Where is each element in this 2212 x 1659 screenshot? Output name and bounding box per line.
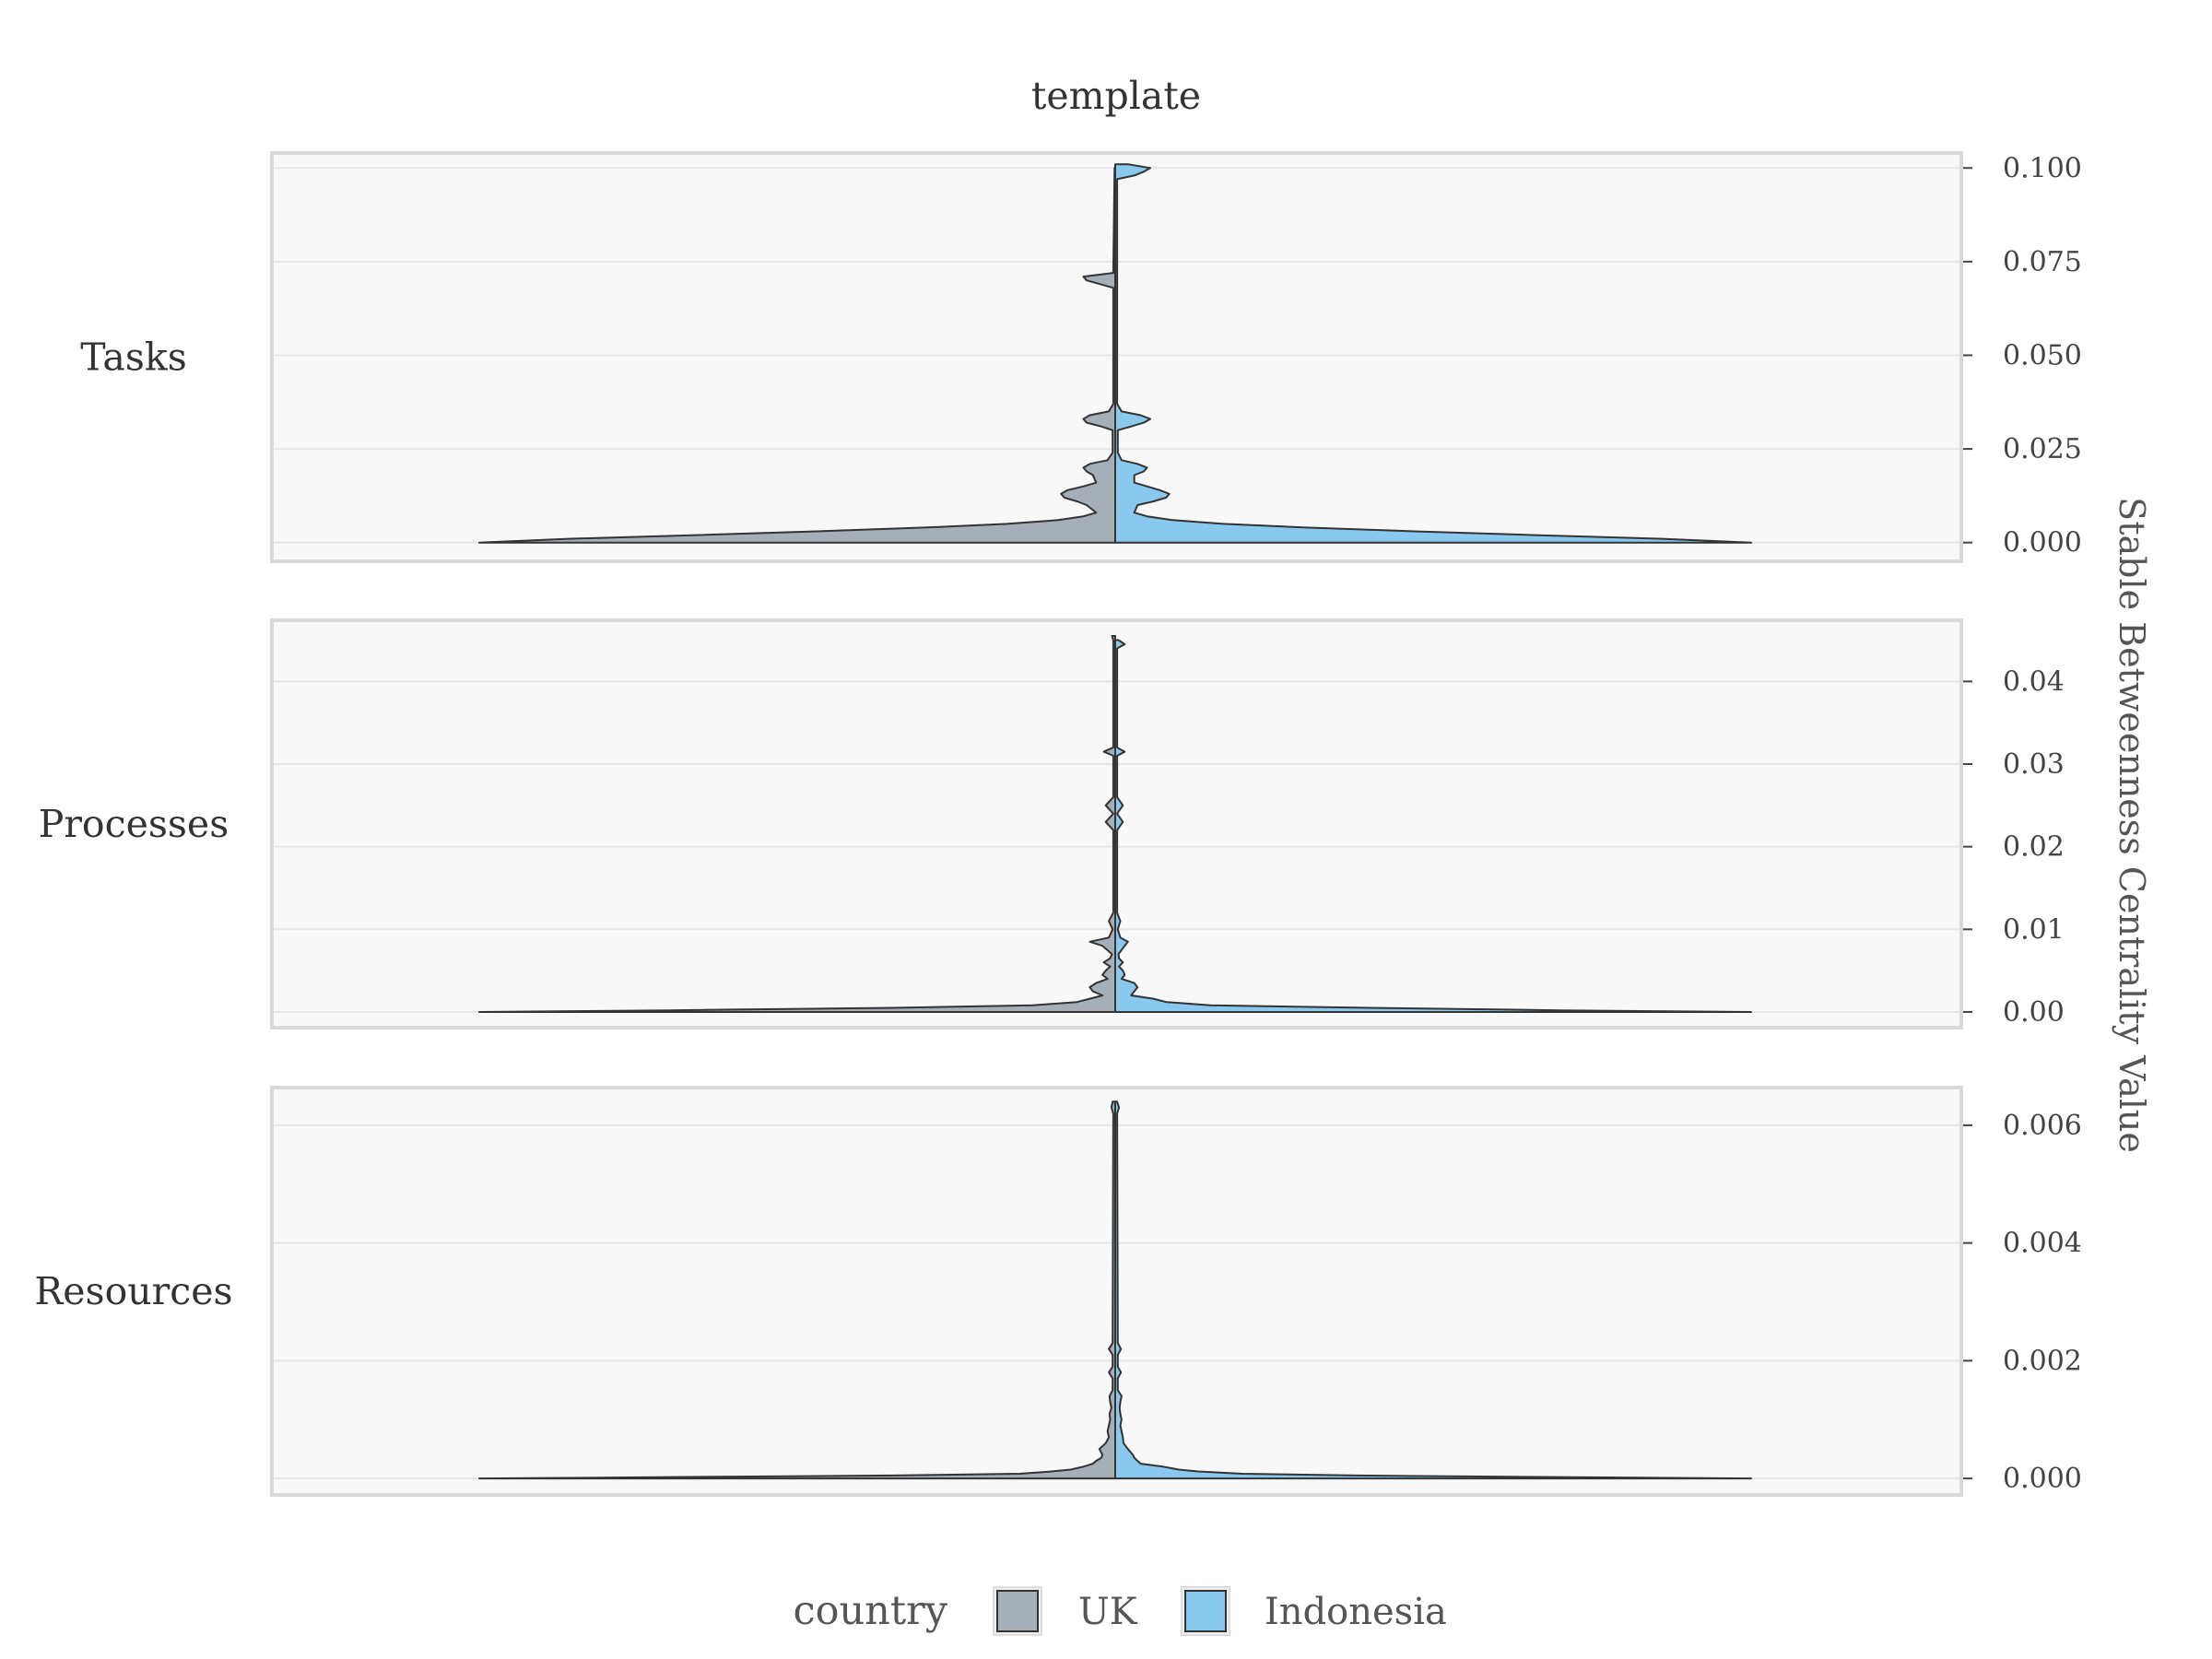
legend-label-indonesia: Indonesia — [1265, 1591, 1447, 1633]
row-label-tasks: Tasks — [80, 335, 187, 380]
y-tick-label: 0.01 — [2003, 913, 2065, 946]
y-tick-label: 0.02 — [2003, 831, 2065, 864]
violin-uk-resources — [478, 1100, 1116, 1480]
legend-swatch-indonesia — [1184, 1590, 1227, 1632]
panels-group: 0.0000.0250.0500.0750.100Tasks0.000.010.… — [34, 151, 2082, 1497]
y-tick-label: 0.100 — [2003, 152, 2082, 184]
violin-indonesia-tasks — [1114, 163, 1752, 544]
row-label-processes: Processes — [39, 802, 229, 846]
panel-border — [270, 151, 1963, 563]
legend-label-uk: UK — [1078, 1591, 1138, 1633]
y-axis-title: Stable Betweenness Centrality Value — [2112, 497, 2152, 1153]
chart-title: template — [1031, 74, 1201, 118]
y-tick-label: 0.004 — [2003, 1228, 2082, 1260]
y-tick-label: 0.025 — [2003, 433, 2082, 465]
panel-border — [270, 618, 1963, 1030]
y-tick-label: 0.000 — [2003, 1463, 2082, 1495]
y-tick-label: 0.04 — [2003, 665, 2065, 698]
y-tick-label: 0.075 — [2003, 246, 2082, 278]
violin-uk-processes — [478, 635, 1116, 1013]
panel-border — [270, 1086, 1963, 1497]
legend-title: country — [794, 1588, 948, 1634]
y-tick-label: 0.00 — [2003, 996, 2065, 1029]
y-tick-label: 0.002 — [2003, 1345, 2082, 1377]
y-tick-label: 0.006 — [2003, 1110, 2082, 1142]
violin-indonesia-processes — [1114, 639, 1752, 1013]
legend: country UK Indonesia — [794, 1586, 1447, 1636]
y-tick-label: 0.03 — [2003, 748, 2065, 781]
panel-tasks: 0.000 0.025 0.050 0.075 0.100 Tasks — [80, 151, 2082, 563]
panel-resources: 0.000 0.002 0.004 0.006 Resources — [34, 1086, 2082, 1497]
row-label-resources: Resources — [34, 1269, 232, 1313]
legend-swatch-uk — [996, 1590, 1039, 1632]
violin-uk-tasks — [478, 167, 1116, 544]
legend-items: UK Indonesia — [993, 1586, 1447, 1636]
violin-indonesia-resources — [1114, 1100, 1752, 1480]
y-tick-label: 0.050 — [2003, 339, 2082, 371]
panel-processes: 0.00 0.01 0.02 0.03 0.04 Processes — [39, 618, 2065, 1030]
y-tick-label: 0.000 — [2003, 527, 2082, 559]
